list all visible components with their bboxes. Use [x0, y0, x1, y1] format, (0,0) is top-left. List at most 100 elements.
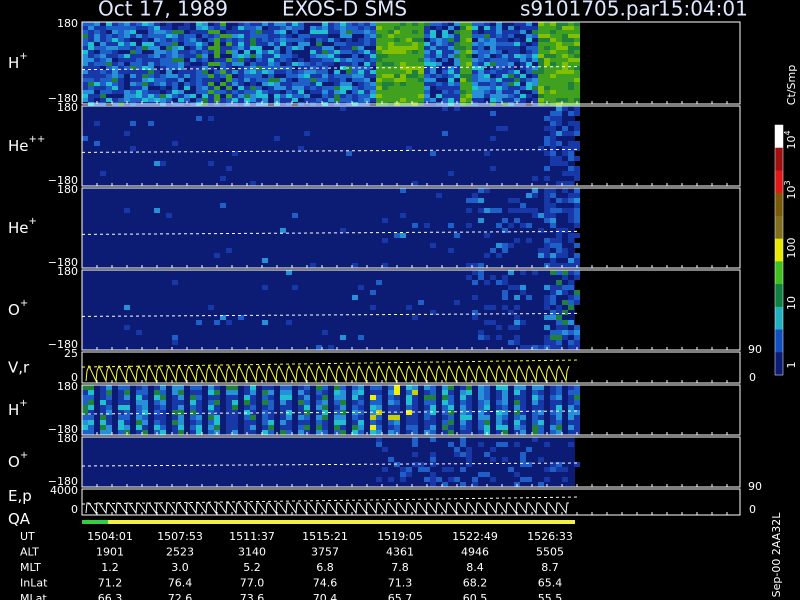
pixel — [466, 420, 472, 425]
pixel — [244, 86, 250, 90]
pixel — [424, 467, 430, 472]
pixel — [538, 457, 544, 462]
pixel — [160, 26, 166, 30]
pixel — [460, 410, 466, 415]
pixel — [220, 70, 226, 74]
pixel — [166, 78, 172, 82]
pixel — [268, 390, 274, 395]
pixel — [298, 86, 304, 90]
pixel — [202, 82, 208, 86]
pixel — [436, 42, 442, 46]
pixel — [316, 395, 322, 400]
pixel — [88, 22, 94, 26]
pixel — [130, 94, 136, 98]
pixel — [520, 420, 526, 425]
pixel — [124, 390, 130, 395]
pixel — [472, 280, 478, 285]
pixel — [520, 477, 526, 482]
pixel — [520, 452, 526, 457]
table-cell: 66.3 — [98, 592, 123, 600]
pixel — [490, 62, 496, 66]
pixel — [478, 263, 484, 268]
pixel — [508, 30, 514, 34]
colorbar-exp: 3 — [783, 180, 792, 185]
pixel — [562, 171, 568, 176]
pixel — [214, 58, 220, 62]
pixel — [442, 22, 448, 26]
pixel — [502, 34, 508, 38]
pixel — [538, 248, 544, 253]
pixel — [364, 98, 370, 102]
pixel — [502, 78, 508, 82]
pixel — [358, 335, 364, 340]
pixel — [538, 74, 544, 78]
pixel — [388, 94, 394, 98]
pixel — [460, 58, 466, 62]
pixel — [412, 410, 418, 415]
pixel — [208, 66, 214, 70]
colorbar-exp: 4 — [783, 130, 792, 135]
pixel — [352, 70, 358, 74]
pixel — [556, 395, 562, 400]
pixel — [532, 176, 538, 181]
pixel — [262, 50, 268, 54]
pixel — [466, 208, 472, 213]
pixel — [370, 400, 376, 405]
pixel — [544, 34, 550, 38]
colorbar-cell — [775, 352, 783, 376]
pixel — [316, 62, 322, 66]
pixel — [364, 54, 370, 58]
pixel — [550, 213, 556, 218]
pixel — [118, 385, 124, 390]
pixel — [442, 30, 448, 34]
pixel — [82, 42, 88, 46]
pixel — [544, 136, 550, 141]
pixel — [400, 90, 406, 94]
pixel — [430, 34, 436, 38]
pixel — [520, 400, 526, 405]
pixel — [562, 90, 568, 94]
pixel — [136, 66, 142, 70]
pixel — [550, 74, 556, 78]
pixel — [544, 94, 550, 98]
pixel — [352, 405, 358, 410]
pixel — [310, 66, 316, 70]
pixel — [286, 405, 292, 410]
pixel — [448, 395, 454, 400]
pixel — [82, 420, 88, 425]
pixel — [172, 50, 178, 54]
pixel — [424, 74, 430, 78]
pixel — [568, 38, 574, 42]
pixel — [454, 62, 460, 66]
pixel — [490, 38, 496, 42]
pixel — [478, 42, 484, 46]
pixel — [124, 405, 130, 410]
pixel — [406, 22, 412, 26]
pixel — [268, 70, 274, 74]
pixel — [406, 90, 412, 94]
pixel — [106, 46, 112, 50]
pixel — [340, 58, 346, 62]
pixel — [538, 94, 544, 98]
pixel — [286, 430, 292, 435]
pixel — [136, 385, 142, 390]
pixel — [430, 437, 436, 442]
pixel — [106, 42, 112, 46]
pixel — [328, 26, 334, 30]
pixel — [316, 74, 322, 78]
pixel — [292, 74, 298, 78]
pixel — [214, 74, 220, 78]
pixel — [232, 420, 238, 425]
pixel — [502, 442, 508, 447]
pixel — [82, 136, 88, 141]
pixel — [508, 285, 514, 290]
pixel — [442, 46, 448, 50]
pixel — [268, 395, 274, 400]
pixel — [244, 54, 250, 58]
pixel — [286, 385, 292, 390]
pixel — [574, 253, 580, 258]
pixel — [556, 121, 562, 126]
pixel — [514, 405, 520, 410]
pixel — [166, 38, 172, 42]
pixel — [556, 243, 562, 248]
